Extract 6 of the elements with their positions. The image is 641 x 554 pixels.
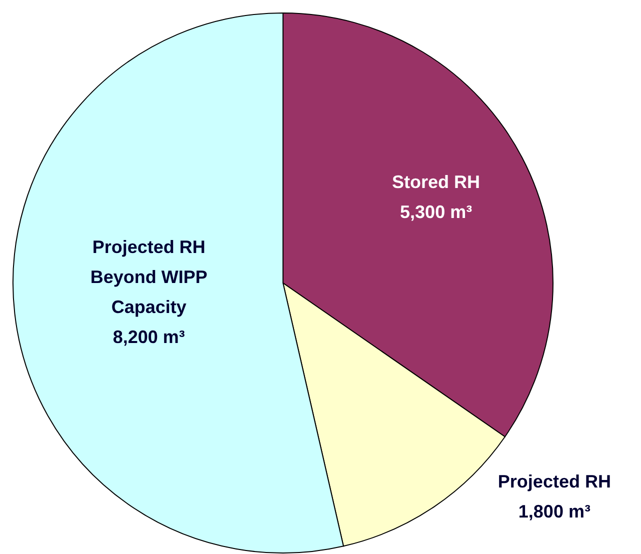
data-label: 1,800 m³ [518,502,590,522]
slice-label: Projected RH Beyond WIPP Capacity [90,237,208,318]
slice-label: Stored RH [392,172,480,192]
slice-label: Projected RH [498,472,611,492]
data-label: 5,300 m³ [400,202,472,222]
data-label: 8,200 m³ [112,327,185,348]
